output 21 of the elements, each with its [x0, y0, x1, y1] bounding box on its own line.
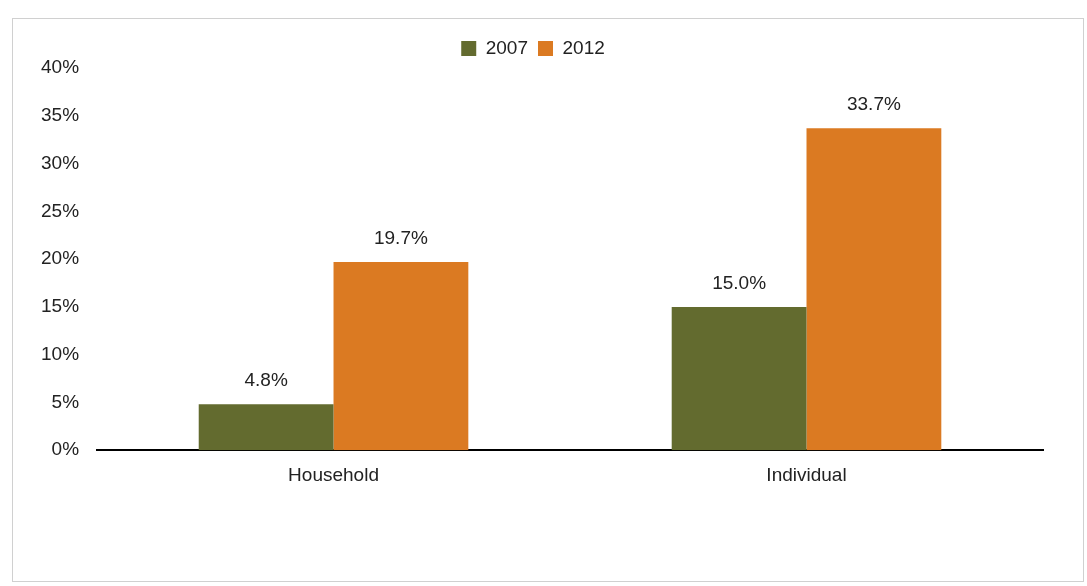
- y-tick-label: 35%: [41, 104, 80, 126]
- y-tick-label: 15%: [41, 295, 80, 317]
- data-label: 19.7%: [373, 226, 428, 248]
- y-tick-label: 25%: [41, 199, 80, 221]
- bar: [333, 261, 469, 451]
- data-label: 4.8%: [244, 369, 288, 391]
- bar: [806, 128, 942, 451]
- x-tick-label: Individual: [766, 463, 847, 485]
- data-label: 33.7%: [846, 92, 901, 114]
- y-tick-label: 10%: [41, 342, 80, 364]
- y-tick-label: 30%: [41, 151, 80, 173]
- y-tick-label: 0%: [51, 438, 80, 460]
- legend-label: 2012: [562, 36, 605, 58]
- bar: [671, 306, 807, 451]
- x-tick-label: Household: [288, 463, 379, 485]
- y-tick-label: 40%: [41, 56, 80, 78]
- legend-label: 2007: [485, 36, 529, 58]
- bar: [198, 404, 334, 451]
- data-label: 15.0%: [712, 271, 767, 293]
- y-tick-label: 5%: [51, 390, 80, 412]
- y-tick-label: 20%: [41, 247, 80, 269]
